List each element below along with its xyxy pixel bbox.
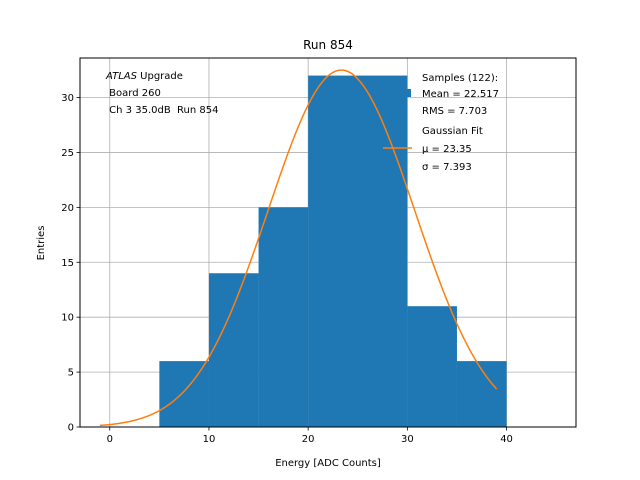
x-axis-ticks: 0 10 20 30 40 [107,427,513,445]
y-tick-label: 25 [61,148,74,159]
histogram-bar [308,75,408,428]
y-tick-label: 20 [61,203,74,214]
legend-fit-title: Gaussian Fit [422,126,483,137]
x-axis-label: Energy [ADC Counts] [275,458,381,469]
histogram-bar [159,361,209,427]
legend-samples-mean: Mean = 22.517 [422,89,499,100]
histogram-bar [258,207,309,427]
fit-curve-line [99,69,498,427]
histogram-bar [456,361,507,427]
histogram-bar [208,273,259,427]
y-tick-label: 0 [68,423,74,434]
gaussian-fit-curve [99,69,498,427]
histogram-bars [159,75,507,428]
legend: Samples (122): Mean = 22.517 RMS = 7.703… [383,73,499,173]
y-axis-ticks: 0 5 10 15 20 25 30 [61,93,80,434]
x-tick-label: 0 [107,434,113,445]
annotation-board: Board 260 [106,88,161,99]
legend-samples-rms: RMS = 7.703 [422,106,487,117]
plot-frame [79,57,577,428]
histogram-bar [407,306,457,427]
y-tick-label: 30 [61,93,74,104]
annotation-channel: Ch 3 35.0dB Run 854 [106,105,219,116]
x-tick-label: 40 [500,434,513,445]
legend-fit-mu: μ = 23.35 [422,144,472,155]
x-tick-label: 10 [203,434,216,445]
y-tick-label: 10 [61,313,74,324]
svg-text:ATLAS Upgrade: ATLAS Upgrade [105,71,183,82]
legend-samples-title: Samples (122): [422,73,498,84]
x-tick-label: 20 [302,434,315,445]
annotation-upgrade: Upgrade [137,71,183,82]
y-tick-label: 15 [61,258,74,269]
x-tick-label: 30 [401,434,414,445]
atlas-annotation: ATLAS Upgrade Board 260 Ch 3 35.0dB Run … [105,71,219,116]
chart-title: Run 854 [303,38,353,52]
legend-fit-sigma: σ = 7.393 [422,162,472,173]
annotation-atlas: ATLAS [105,71,138,82]
y-axis-label: Entries [36,226,47,261]
legend-samples-swatch [404,89,411,97]
y-tick-label: 5 [68,368,74,379]
